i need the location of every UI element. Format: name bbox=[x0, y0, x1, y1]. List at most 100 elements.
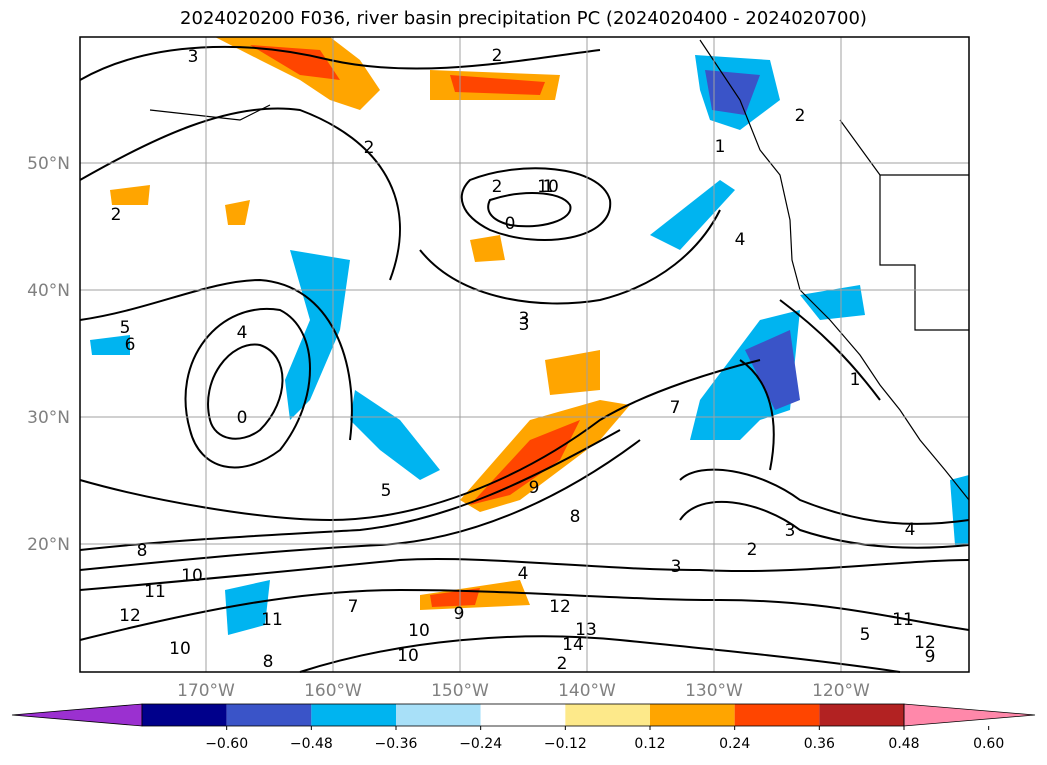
contour-label: 3 bbox=[519, 309, 530, 329]
state-borders bbox=[879, 175, 969, 331]
contour-line bbox=[79, 278, 353, 441]
colorbar-tick-label: −0.24 bbox=[459, 736, 502, 752]
contour-label: 4 bbox=[735, 230, 746, 250]
longitude-labels: 170°W 160°W 150°W 140°W 130°W 120°W bbox=[177, 681, 870, 701]
contour-label: 3 bbox=[671, 557, 682, 577]
contour-label: 12 bbox=[914, 633, 936, 653]
contour-line bbox=[487, 192, 572, 228]
colorbar-tick-label: 0.12 bbox=[634, 736, 665, 752]
colorbar-tick-label: 0.24 bbox=[719, 736, 750, 752]
contour-label: 8 bbox=[263, 652, 274, 672]
contour-label: 2 bbox=[111, 205, 122, 225]
contour-label: 4 bbox=[237, 323, 248, 343]
contour-label: 12 bbox=[119, 606, 141, 626]
colorbar-bin bbox=[480, 704, 566, 726]
contour-label: 0 bbox=[505, 214, 516, 234]
contour-label: 11 bbox=[144, 582, 166, 602]
negative-anomaly-southwest bbox=[225, 580, 270, 635]
positive-anomaly-small1 bbox=[470, 235, 505, 262]
contour-label: 5 bbox=[120, 318, 131, 338]
negative-anomaly-alaska-core bbox=[705, 70, 760, 115]
negative-anomaly-small bbox=[90, 335, 130, 355]
contour-label: 1 bbox=[850, 370, 861, 390]
positive-anomaly-small2 bbox=[110, 185, 150, 205]
contour-label: 10 bbox=[537, 177, 559, 197]
contour-label: 9 bbox=[925, 647, 936, 667]
contour-label: 2 bbox=[557, 654, 568, 674]
contour-line bbox=[79, 107, 401, 281]
contour-label: 1 bbox=[715, 137, 726, 157]
contour-line bbox=[419, 209, 721, 305]
colorbar-extend-low bbox=[11, 703, 143, 727]
contour-line bbox=[739, 359, 775, 471]
colorbar-tick-label: 0.36 bbox=[804, 736, 835, 752]
positive-anomaly-south-core bbox=[430, 588, 480, 607]
contour-label: 10 bbox=[169, 639, 191, 659]
lon-label-130w: 130°W bbox=[685, 681, 743, 701]
colorbar-bin bbox=[396, 704, 481, 726]
colorbar-bin bbox=[226, 704, 312, 726]
negative-anomaly-coast-core bbox=[745, 330, 800, 410]
colorbar-tick-label: 0.48 bbox=[888, 736, 919, 752]
contour-label: 4 bbox=[518, 564, 529, 584]
colorbar-bin bbox=[565, 704, 650, 726]
contour-line bbox=[79, 429, 621, 551]
contour-label: 0 bbox=[237, 408, 248, 428]
contour-line bbox=[79, 45, 601, 81]
contour-line bbox=[79, 588, 970, 641]
contour-label: 2 bbox=[747, 540, 758, 560]
lat-label-40n: 40°N bbox=[27, 281, 70, 301]
contour-label: 10 bbox=[408, 621, 430, 641]
contour-line bbox=[79, 439, 641, 571]
lat-label-30n: 30°N bbox=[27, 408, 70, 428]
contour-label: 2 bbox=[492, 46, 503, 66]
negative-anomaly-coast2 bbox=[800, 285, 865, 320]
lon-label-160w: 160°W bbox=[304, 681, 362, 701]
contour-label: 3 bbox=[188, 47, 199, 67]
colorbar-bin bbox=[819, 704, 904, 726]
contour-label: 7 bbox=[348, 597, 359, 617]
contour-label: 14 bbox=[562, 635, 584, 655]
contour-line bbox=[779, 299, 881, 401]
contour-line bbox=[79, 359, 761, 522]
contour-line bbox=[460, 167, 612, 241]
contour-line bbox=[184, 307, 311, 469]
contour-label: 9 bbox=[529, 478, 540, 498]
positive-anomaly-central-core bbox=[470, 420, 580, 505]
map-plot-area bbox=[80, 37, 969, 672]
contour-line bbox=[299, 635, 901, 673]
contour-label: 11 bbox=[892, 610, 914, 630]
colorbar-bin bbox=[650, 704, 735, 726]
contour-label: 8 bbox=[137, 541, 148, 561]
contour-label: 2 bbox=[364, 138, 375, 158]
contour-label: 6 bbox=[125, 335, 136, 355]
anomaly-shading bbox=[90, 37, 969, 635]
colorbar-bin bbox=[734, 704, 820, 726]
lon-label-140w: 140°W bbox=[558, 681, 616, 701]
lat-label-50n: 50°N bbox=[27, 154, 70, 174]
colorbar-tick-label: −0.60 bbox=[205, 736, 248, 752]
contour-label: 8 bbox=[570, 507, 581, 527]
colorbar-tick-label: −0.12 bbox=[544, 736, 587, 752]
contour-label: 5 bbox=[860, 625, 871, 645]
lon-label-120w: 120°W bbox=[812, 681, 870, 701]
colorbar-tick-label: 0.60 bbox=[973, 736, 1004, 752]
positive-anomaly-north2-core bbox=[450, 75, 545, 95]
contour-label: 11 bbox=[261, 610, 283, 630]
contour-label: 2 bbox=[795, 106, 806, 126]
colorbar-bin bbox=[311, 704, 396, 726]
contour-label: 1 bbox=[543, 177, 554, 197]
negative-anomaly-southeast bbox=[950, 475, 969, 545]
contour-label: 10 bbox=[397, 646, 419, 666]
negative-anomaly-west2 bbox=[350, 390, 440, 480]
positive-anomaly-north-core bbox=[250, 45, 340, 80]
colorbar-tick-label: −0.48 bbox=[290, 736, 333, 752]
lon-label-150w: 150°W bbox=[431, 681, 489, 701]
contour-label: 7 bbox=[670, 398, 681, 418]
negative-anomaly-west bbox=[285, 250, 350, 420]
contour-label: 2 bbox=[492, 177, 503, 197]
contour-label: 9 bbox=[454, 604, 465, 624]
colorbar-frame bbox=[141, 703, 905, 727]
colorbar-tick-label: −0.36 bbox=[375, 736, 418, 752]
